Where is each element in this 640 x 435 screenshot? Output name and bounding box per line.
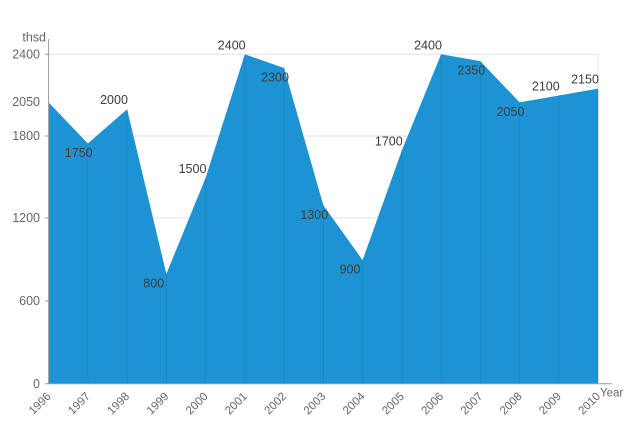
svg-text:1750: 1750	[65, 146, 93, 160]
svg-text:1700: 1700	[375, 134, 403, 148]
svg-text:2008: 2008	[498, 391, 525, 418]
svg-text:2000: 2000	[184, 391, 211, 418]
svg-text:2350: 2350	[457, 64, 485, 78]
svg-text:2005: 2005	[380, 391, 407, 418]
svg-text:2050: 2050	[12, 95, 40, 109]
svg-text:1996: 1996	[27, 391, 54, 418]
svg-text:1800: 1800	[12, 129, 40, 143]
svg-text:1200: 1200	[12, 211, 40, 225]
svg-text:1998: 1998	[106, 391, 133, 418]
svg-text:2300: 2300	[261, 71, 289, 85]
svg-text:2003: 2003	[302, 391, 329, 418]
svg-text:0: 0	[33, 377, 40, 391]
svg-text:2100: 2100	[532, 80, 560, 94]
svg-text:Year: Year	[600, 388, 623, 400]
svg-text:2050: 2050	[497, 105, 525, 119]
svg-text:1500: 1500	[179, 162, 207, 176]
svg-text:2150: 2150	[571, 73, 599, 87]
svg-text:2400: 2400	[12, 48, 40, 62]
svg-text:1300: 1300	[300, 208, 328, 222]
svg-text:2000: 2000	[100, 93, 128, 107]
svg-text:900: 900	[340, 263, 361, 277]
svg-text:800: 800	[143, 276, 164, 290]
svg-text:2006: 2006	[420, 391, 447, 418]
svg-text:600: 600	[19, 294, 40, 308]
svg-text:2004: 2004	[341, 390, 368, 417]
svg-text:2002: 2002	[263, 391, 290, 418]
svg-text:2001: 2001	[223, 391, 250, 418]
svg-text:1997: 1997	[66, 391, 93, 418]
svg-text:thsd: thsd	[22, 31, 46, 45]
svg-text:2009: 2009	[537, 391, 564, 418]
svg-text:2400: 2400	[414, 38, 442, 52]
svg-text:2007: 2007	[459, 391, 486, 418]
svg-text:1999: 1999	[145, 391, 172, 418]
svg-text:2400: 2400	[218, 38, 246, 52]
